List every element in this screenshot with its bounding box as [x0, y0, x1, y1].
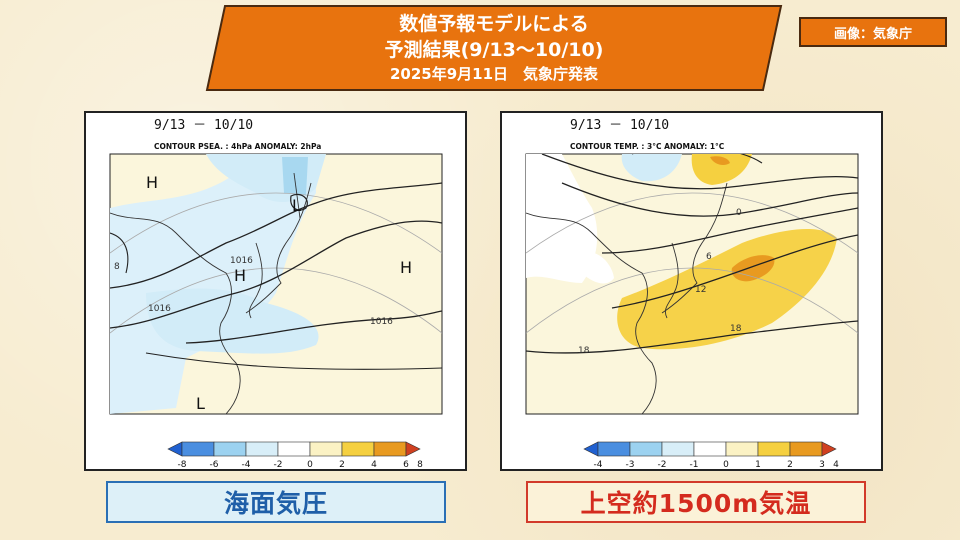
right-warm-anomaly-main: [617, 228, 837, 350]
left-contour-label: CONTOUR PSEA. : 4hPa ANOMALY: 2hPa: [154, 142, 321, 151]
right-isotherm-north-ring: [632, 154, 763, 164]
left-legend-tick-1: -8: [178, 460, 187, 469]
left-legend-tick-6: 2: [339, 460, 345, 469]
right-legend-tick-5: 0: [723, 460, 729, 469]
left-high-mark-1: H: [146, 173, 158, 192]
title-line-3: 2025年9月11日 気象庁発表: [389, 65, 599, 83]
right-legend-tick-7: 2: [787, 460, 793, 469]
left-period-label: 9/13 － 10/10: [154, 118, 253, 133]
left-isobar-label-3: 1016: [370, 317, 393, 327]
left-low-mark-2: L: [196, 394, 205, 413]
left-legend-tick-5: 0: [307, 460, 313, 469]
upper-air-temperature-map: 9/13 － 10/10 CONTOUR TEMP. : 3°C ANOMALY…: [500, 111, 883, 471]
title-line-1: 数値予報モデルによる: [399, 13, 589, 35]
left-negative-anomaly-area: [110, 156, 316, 414]
right-warm-anomaly-north: [691, 154, 752, 185]
right-legend-tick-4: -1: [690, 460, 699, 469]
right-terrain-mask: [526, 154, 598, 283]
right-legend-tick-2: -3: [626, 460, 635, 469]
left-anomaly-center: [146, 288, 319, 354]
right-isotherm-label-6: 6: [706, 252, 712, 262]
right-color-legend: [583, 441, 837, 457]
left-high-mark-2: H: [234, 266, 246, 285]
left-isobar-label-4: 8: [114, 262, 120, 272]
right-isotherm-5: [526, 320, 858, 354]
left-legend-tick-2: -6: [210, 460, 219, 469]
left-legend-tick-7: 4: [371, 460, 377, 469]
right-legend-tick-6: 1: [755, 460, 761, 469]
left-isobar-4: [145, 352, 442, 370]
right-isotherm-label-18b: 18: [578, 346, 590, 356]
left-legend-tick-8: 6: [403, 460, 409, 469]
right-legend-tick-9: 4: [833, 460, 839, 469]
banner-shape: [205, 5, 783, 91]
right-warm-anomaly-core: [731, 255, 775, 282]
left-latitude-circle-1: [110, 192, 442, 254]
sea-level-pressure-caption: 海面気圧: [106, 481, 446, 523]
left-anomaly-north-pocket: [282, 157, 308, 195]
right-isotherm-4: [611, 234, 858, 309]
image-credit: 画像：気象庁: [799, 17, 947, 47]
right-legend-tick-3: -2: [658, 460, 667, 469]
left-legend-tick-3: -4: [242, 460, 251, 469]
right-warm-anomaly-north-core: [710, 156, 730, 165]
right-terrain-mask-2: [582, 252, 614, 284]
left-coastline-japan: [245, 182, 312, 314]
left-legend-tick-4: -2: [274, 460, 283, 469]
sea-level-pressure-map: 9/13 － 10/10 CONTOUR PSEA. : 4hPa ANOMAL…: [84, 111, 467, 471]
right-cool-anomaly-north: [621, 154, 682, 182]
left-latitude-circle-2: [110, 267, 442, 334]
left-isobar-label-1: 1016: [230, 256, 253, 266]
right-period-label: 9/13 － 10/10: [570, 118, 669, 133]
upper-air-temperature-caption: 上空約1500m気温: [526, 481, 866, 523]
right-latitude-circle-1: [526, 192, 858, 254]
left-isobar-3: [185, 310, 442, 344]
left-isobar-1: [110, 182, 442, 289]
right-isotherm-1: [541, 154, 858, 190]
right-isotherm-label-18a: 18: [730, 324, 742, 334]
right-isotherm-2: [561, 182, 858, 217]
right-coastline-japan: [661, 182, 728, 314]
left-isobar-label-2: 1016: [148, 304, 171, 314]
title-line-2: 予測結果(9/13～10/10): [384, 39, 604, 61]
right-contour-label: CONTOUR TEMP. : 3°C ANOMALY: 1°C: [570, 142, 725, 151]
left-legend-tick-9: 8: [417, 460, 423, 469]
left-low-mark-1: L: [292, 196, 301, 215]
left-high-mark-3: H: [400, 258, 412, 277]
right-legend-tick-8: 3: [819, 460, 825, 469]
right-isotherm-label-0: 0: [736, 208, 742, 218]
left-isobar-west: [110, 232, 129, 274]
right-legend-tick-1: -4: [594, 460, 603, 469]
left-color-legend: [167, 441, 421, 457]
right-latitude-circle-2: [526, 267, 858, 334]
left-isobar-2: [110, 220, 442, 329]
left-coastline-asia: [110, 212, 241, 414]
left-isobar-low: [290, 193, 308, 211]
title-banner: 数値予報モデルによる 予測結果(9/13～10/10) 2025年9月11日 気…: [205, 4, 783, 92]
right-coastline-asia: [526, 212, 657, 414]
right-isotherm-label-12: 12: [695, 285, 706, 295]
right-isotherm-3: [601, 207, 858, 254]
